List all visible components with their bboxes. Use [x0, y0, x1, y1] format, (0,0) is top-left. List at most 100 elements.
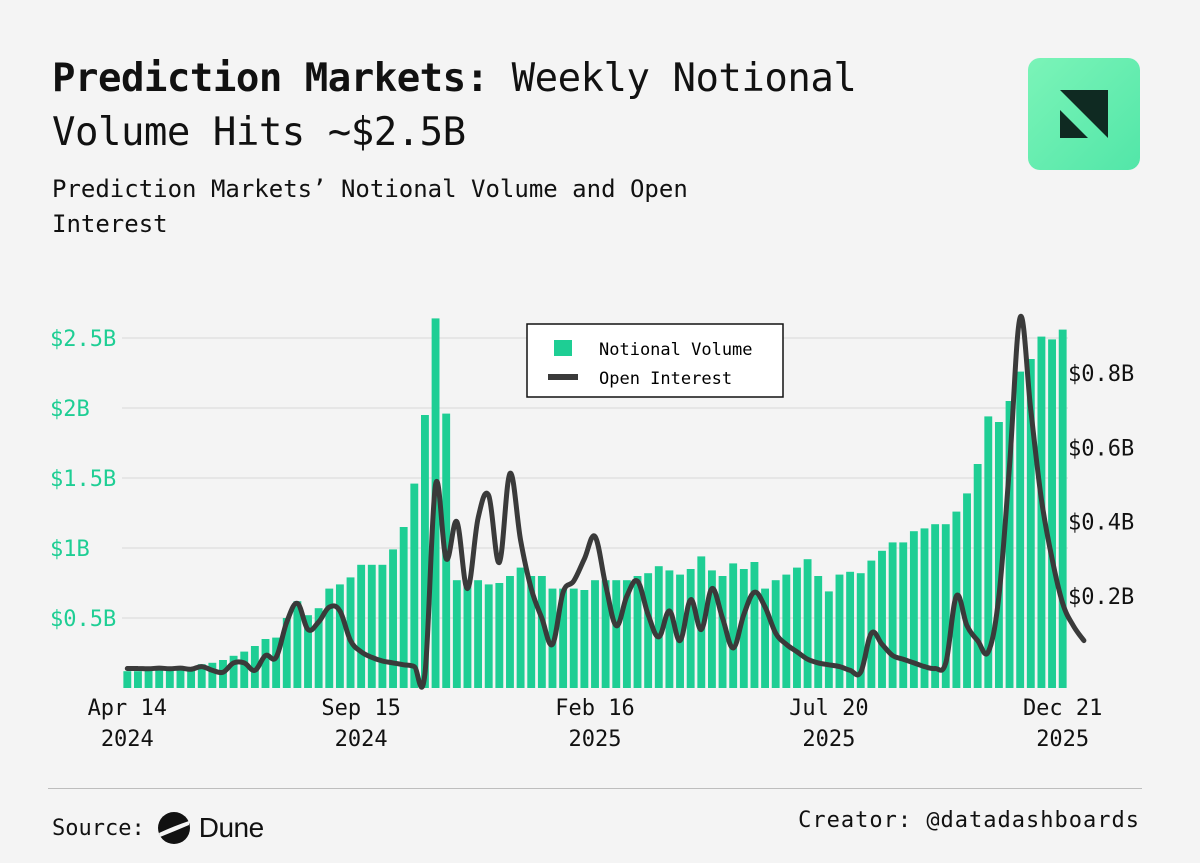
volume-bar: [144, 669, 153, 688]
chart-title-bold: Prediction Markets:: [52, 56, 489, 101]
volume-bar: [325, 588, 334, 688]
volume-bar: [495, 583, 504, 688]
volume-bar: [155, 668, 164, 688]
volume-bar: [537, 576, 546, 688]
volume-bar: [474, 580, 483, 688]
volume-bar: [1026, 359, 1035, 688]
volume-bar: [250, 646, 259, 688]
volume-bar: [622, 580, 631, 688]
right-axis-tick-label: $0.4B: [1068, 511, 1134, 536]
legend-volume-label: Notional Volume: [599, 340, 753, 360]
volume-bar: [208, 662, 217, 688]
source-credit: Source: Dune: [52, 808, 264, 848]
volume-bar: [293, 601, 302, 688]
volume-bar: [782, 574, 791, 688]
volume-bar: [389, 549, 397, 688]
x-axis-tick-label: Sep 15: [321, 696, 400, 721]
volume-bar: [580, 590, 589, 688]
volume-bar: [665, 570, 674, 688]
volume-bar: [197, 664, 206, 688]
volume-bar: [909, 531, 918, 688]
volume-bar: [793, 567, 801, 688]
volume-bar: [357, 564, 366, 688]
volume-bar: [452, 580, 461, 688]
volume-bar: [729, 563, 738, 688]
volume-bar: [814, 576, 823, 688]
volume-bar: [761, 588, 769, 688]
chart-title: Prediction Markets: Weekly Notional Volu…: [52, 52, 952, 160]
volume-bar: [856, 573, 865, 688]
volume-bar: [633, 576, 642, 688]
x-axis-ticks: Apr 14 2024 Sep 15 2024 Feb 16 2025 Jul 20 2025…: [88, 696, 1103, 752]
creator-credit: Creator: @datadashboards: [798, 808, 1140, 833]
legend: Notional Volume Open Interest: [526, 323, 784, 398]
volume-bar: [410, 483, 419, 688]
volume-bar: [559, 588, 568, 688]
volume-bar: [899, 542, 908, 688]
volume-bar: [601, 580, 610, 688]
volume-bar: [1048, 339, 1056, 688]
x-axis-tick-year: 2024: [335, 727, 388, 752]
volume-bar: [612, 580, 621, 688]
volume-bar: [941, 524, 950, 688]
legend-box: [526, 323, 784, 398]
x-axis-tick-label: Jul 20: [789, 696, 868, 721]
volume-bar: [516, 567, 525, 688]
volume-bar: [707, 570, 716, 688]
volume-bar: [1016, 371, 1025, 688]
volume-bar: [835, 574, 844, 688]
volume-bar: [314, 608, 323, 688]
volume-bar: [867, 560, 876, 688]
x-axis-tick-year: 2025: [569, 727, 622, 752]
left-axis-tick-label: $1B: [50, 537, 90, 562]
left-axis-tick-label: $2.5B: [50, 327, 116, 352]
volume-bar: [973, 464, 982, 688]
volume-bar: [187, 667, 196, 688]
volume-bars: [123, 318, 1067, 688]
volume-bar: [176, 667, 185, 688]
chart-subtitle: Prediction Markets’ Notional Volume and …: [52, 175, 688, 238]
left-axis-tick-label: $2B: [50, 397, 90, 422]
right-axis-tick-label: $0.6B: [1068, 436, 1134, 461]
brand-logo: [1028, 58, 1140, 170]
dune-wordmark: Dune: [198, 812, 264, 843]
left-axis-ticks: $0.5B $1B $1.5B $2B $2.5B: [50, 327, 116, 632]
legend-open-interest-swatch: [548, 374, 578, 380]
volume-bar: [421, 415, 429, 688]
volume-bar: [367, 564, 376, 688]
volume-bar: [378, 564, 387, 688]
volume-bar: [994, 422, 1003, 688]
legend-volume-swatch: [554, 340, 572, 356]
volume-bar: [888, 542, 897, 688]
volume-bar: [569, 588, 578, 688]
volume-bar: [878, 550, 886, 688]
x-axis-tick-year: 2025: [1036, 727, 1089, 752]
volume-bar: [824, 591, 833, 688]
volume-bar: [272, 637, 281, 688]
volume-bar: [963, 493, 971, 688]
brand-logo-icon: [1060, 90, 1108, 138]
logo-upper-triangle: [1060, 90, 1108, 138]
x-axis-tick-year: 2024: [101, 727, 154, 752]
volume-bar: [240, 651, 249, 688]
legend-open-interest-label: Open Interest: [599, 369, 732, 389]
volume-bar: [686, 569, 695, 688]
volume-bar: [697, 556, 706, 688]
volume-bar: [123, 671, 132, 688]
x-axis-tick-label: Feb 16: [555, 696, 634, 721]
volume-bar: [335, 584, 344, 688]
volume-bar: [846, 571, 855, 688]
volume-bar: [803, 559, 812, 688]
volume-bar: [750, 562, 759, 688]
volume-bar: [591, 580, 599, 688]
volume-bar: [399, 527, 408, 688]
right-axis-tick-label: $0.2B: [1068, 585, 1134, 610]
chart-title-rest: Weekly Notional Volume Hits ~$2.5B: [52, 56, 857, 155]
volume-bar: [304, 615, 312, 688]
x-axis-tick-label: Dec 21: [1023, 696, 1102, 721]
volume-bar: [346, 577, 355, 688]
open-interest-line: [124, 313, 1087, 690]
volume-bar: [1005, 401, 1014, 688]
footer-divider: [48, 788, 1142, 789]
left-axis-tick-label: $1.5B: [50, 467, 116, 492]
